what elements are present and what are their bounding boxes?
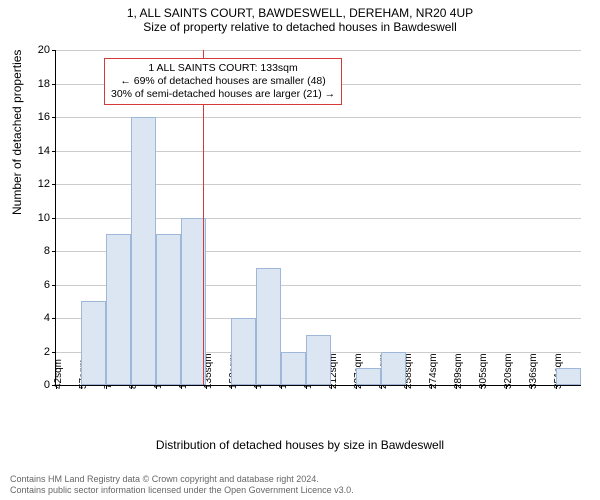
y-axis-label: Number of detached properties xyxy=(10,50,24,215)
footer-line2: Contains public sector information licen… xyxy=(10,485,354,496)
histogram-bar xyxy=(156,234,181,385)
chart-plot-area: 0246810121416182042sqm57sqm73sqm88sqm104… xyxy=(55,50,581,386)
ytick-label: 18 xyxy=(38,78,50,90)
chart-title-block: 1, ALL SAINTS COURT, BAWDESWELL, DEREHAM… xyxy=(0,0,600,34)
x-axis-label: Distribution of detached houses by size … xyxy=(0,438,600,452)
annotation-box: 1 ALL SAINTS COURT: 133sqm← 69% of detac… xyxy=(104,58,342,105)
histogram-bar xyxy=(356,368,381,385)
ytick-label: 12 xyxy=(38,178,50,190)
histogram-bar xyxy=(281,352,306,386)
histogram-bar xyxy=(131,117,156,385)
histogram-bar xyxy=(556,368,581,385)
histogram-bar xyxy=(106,234,131,385)
xtick-label: 289sqm xyxy=(453,353,464,389)
xtick-label: 42sqm xyxy=(53,359,64,389)
histogram-bar xyxy=(306,335,331,385)
xtick-label: 305sqm xyxy=(478,353,489,389)
ytick-label: 16 xyxy=(38,111,50,123)
annotation-line3: 30% of semi-detached houses are larger (… xyxy=(111,88,335,101)
gridline xyxy=(56,50,581,51)
ytick-label: 2 xyxy=(44,346,50,358)
histogram-bar xyxy=(256,268,281,385)
title-line2: Size of property relative to detached ho… xyxy=(0,20,600,34)
ytick-label: 0 xyxy=(44,379,50,391)
ytick-label: 20 xyxy=(38,44,50,56)
ytick-label: 4 xyxy=(44,312,50,324)
xtick-label: 320sqm xyxy=(503,353,514,389)
histogram-bar xyxy=(381,352,406,386)
ytick-label: 10 xyxy=(38,212,50,224)
histogram-bar xyxy=(81,301,106,385)
xtick-label: 336sqm xyxy=(528,353,539,389)
footer-line1: Contains HM Land Registry data © Crown c… xyxy=(10,474,354,485)
title-line1: 1, ALL SAINTS COURT, BAWDESWELL, DEREHAM… xyxy=(0,6,600,20)
histogram-bar xyxy=(231,318,256,385)
ytick-label: 8 xyxy=(44,245,50,257)
footer-attribution: Contains HM Land Registry data © Crown c… xyxy=(10,474,354,496)
xtick-label: 274sqm xyxy=(428,353,439,389)
annotation-line2: ← 69% of detached houses are smaller (48… xyxy=(111,75,335,88)
ytick-label: 6 xyxy=(44,279,50,291)
ytick-label: 14 xyxy=(38,145,50,157)
annotation-line1: 1 ALL SAINTS COURT: 133sqm xyxy=(111,62,335,75)
